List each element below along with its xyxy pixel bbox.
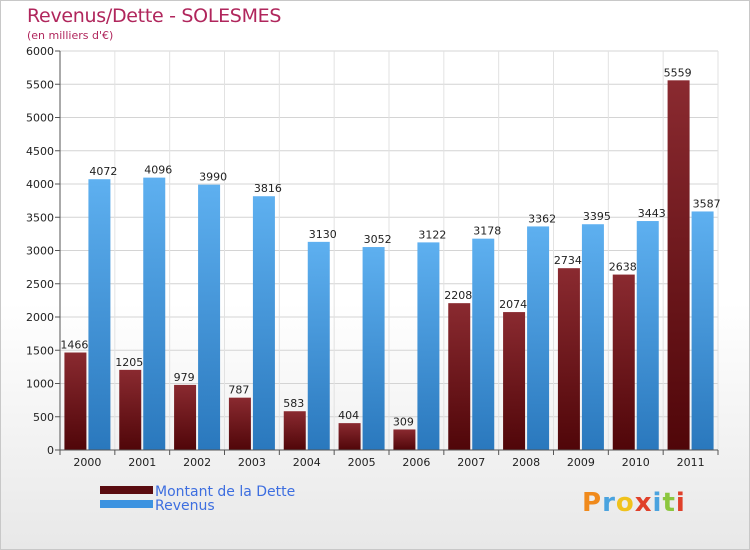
chart-title: Revenus/Dette - SOLESMES [27,5,282,27]
proxiti-logo: Proxiti [582,488,686,518]
x-tick-label: 2007 [457,456,485,469]
y-tick-label: 3500 [26,211,54,224]
data-label-dette: 2734 [554,254,582,267]
data-label-dette: 404 [338,409,359,422]
logo-letter: o [615,488,635,518]
data-label-dette: 583 [283,397,304,410]
legend-label-dette: Montant de la Dette [155,484,296,500]
bar-revenus [691,211,714,450]
data-label-dette: 309 [393,415,414,428]
data-label-revenus: 3178 [473,225,501,238]
y-tick-label: 500 [33,411,54,424]
y-tick-label: 1500 [26,344,54,357]
data-label-dette: 2208 [444,289,472,302]
x-tick-label: 2003 [238,456,266,469]
bar-dette [557,268,580,450]
data-label-revenus: 3816 [254,182,282,195]
y-tick-label: 5500 [26,78,54,91]
y-tick-label: 5000 [26,112,54,125]
data-label-revenus: 3122 [418,228,446,241]
y-tick-label: 2500 [26,278,54,291]
x-tick-label: 2006 [402,456,430,469]
bar-revenus [472,238,495,450]
x-tick-label: 2004 [293,456,321,469]
bar-dette [503,312,526,450]
bar-dette [667,80,690,450]
bar-dette [448,303,471,450]
bar-dette [64,352,87,450]
data-label-revenus: 3443 [638,207,666,220]
bar-revenus [362,247,385,450]
bar-dette [228,397,251,450]
y-tick-label: 6000 [26,45,54,58]
data-label-dette: 979 [174,371,195,384]
bar-revenus [143,177,166,450]
logo-letter: i [652,488,663,518]
data-label-dette: 5559 [664,66,692,79]
bar-dette [338,423,361,450]
x-tick-label: 2002 [183,456,211,469]
legend-swatch-revenus [100,500,153,508]
bar-dette [174,384,197,450]
bar-dette [393,429,416,450]
bar-revenus [252,196,275,450]
data-label-revenus: 3395 [583,210,611,223]
x-tick-label: 2001 [128,456,156,469]
legend-label-revenus: Revenus [155,498,215,514]
data-label-revenus: 3130 [309,228,337,241]
y-tick-label: 0 [47,444,54,457]
data-label-dette: 1466 [60,339,88,352]
bar-revenus [88,179,111,450]
x-tick-label: 2008 [512,456,540,469]
data-label-revenus: 4072 [89,165,117,178]
logo-letter: t [662,488,676,518]
y-tick-label: 2000 [26,311,54,324]
y-tick-label: 4000 [26,178,54,191]
data-label-revenus: 3052 [364,233,392,246]
data-label-dette: 2074 [499,298,527,311]
x-tick-label: 2011 [677,456,705,469]
bar-revenus [198,184,221,451]
x-tick-label: 2000 [73,456,101,469]
data-label-dette: 1205 [115,356,143,369]
bar-dette [283,411,306,450]
bars [64,80,714,451]
logo-letter: r [602,488,616,518]
y-tick-label: 4500 [26,145,54,158]
bar-revenus [527,226,550,450]
x-tick-label: 2005 [348,456,376,469]
data-labels: 1466 4072 1205 4096 979 3990 787 3816 583 3130 404… [60,66,720,428]
grid-lines [59,50,719,451]
logo-letter: i [675,488,686,518]
bar-revenus [581,224,604,450]
legend-swatch-dette [100,486,153,494]
x-tick-label: 2009 [567,456,595,469]
chart-subtitle: (en milliers d'€) [27,29,114,42]
data-label-dette: 787 [228,384,249,397]
bar-revenus [636,221,659,450]
logo-letter: x [634,488,653,518]
data-label-revenus: 3990 [199,171,227,184]
bar-revenus [417,242,440,450]
data-label-revenus: 3362 [528,212,556,225]
logo-letter: P [582,488,603,518]
bar-revenus [307,241,330,450]
y-tick-label: 1000 [26,378,54,391]
bar-dette [612,274,635,450]
data-label-revenus: 3587 [693,197,721,210]
y-tick-label: 3000 [26,245,54,258]
x-tick-label: 2010 [622,456,650,469]
data-label-revenus: 4096 [144,164,172,177]
bar-dette [119,369,142,450]
axes: 0 500 1000 1500 2000 2500 3000 3500 4000 4500 5000… [26,45,719,469]
data-label-dette: 2638 [609,261,637,274]
